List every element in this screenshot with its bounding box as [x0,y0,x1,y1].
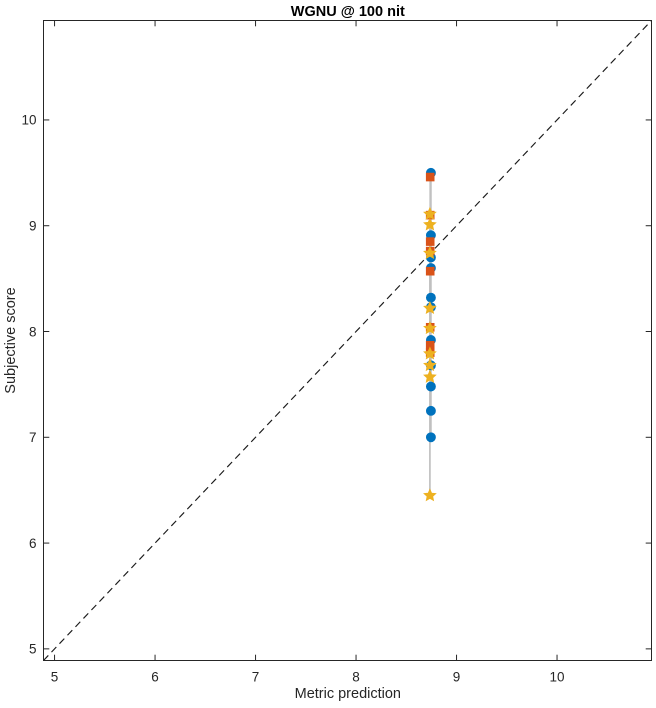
y-tick-label: 7 [29,430,37,445]
y-tick-label: 5 [29,642,37,657]
star-series [423,206,437,502]
marker-circle [425,405,436,416]
chart-title: WGNU @ 100 nit [291,4,405,20]
marker-circle [425,381,436,392]
marker-pentagram [423,246,437,260]
x-tick-label: 5 [51,670,59,685]
y-tick-label: 6 [29,536,37,551]
x-tick-label: 8 [352,670,360,685]
marker-pentagram [423,301,437,315]
marker-square [425,237,435,246]
marker-pentagram [423,488,437,502]
marker-pentagram [423,346,437,360]
y-tick-label: 10 [21,113,36,128]
x-tick-label: 7 [252,670,260,685]
marker-pentagram [423,369,437,383]
marker-square [425,172,435,182]
marker-pentagram [423,321,437,335]
plot-box-border [43,20,652,661]
marker-pentagram [423,206,437,220]
marker-circle [425,292,436,303]
marker-circle [425,432,436,443]
x-axis-label: Metric prediction [295,686,401,702]
marker-square [425,266,435,276]
x-tick-label: 9 [453,670,461,685]
marker-pentagram [423,358,437,372]
axes-box [43,20,652,661]
tick-labels: 5 6 7 8 9 10 5 6 7 8 9 10 [21,113,564,685]
marker-pentagram [423,217,437,231]
x-tick-label: 10 [550,670,565,685]
y-tick-label: 8 [29,324,37,339]
plot-area: 5 6 7 8 9 10 5 6 7 8 9 10 [21,20,652,685]
y-tick-label: 9 [29,219,37,234]
identity-line [43,20,652,661]
x-tick-label: 6 [151,670,159,685]
y-axis-label: Subjective score [3,287,19,393]
